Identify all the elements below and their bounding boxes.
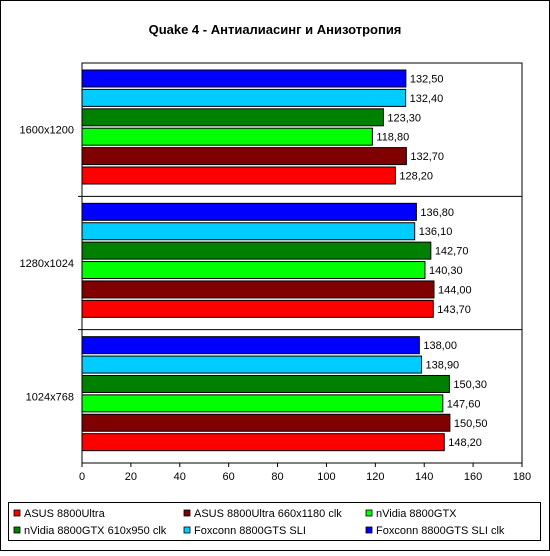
chart-title: Quake 4 - Антиалиасинг и Анизотропия — [149, 22, 402, 37]
bar — [81, 147, 407, 166]
value-label: 136,10 — [419, 226, 453, 238]
x-tick-label: 120 — [366, 471, 384, 483]
value-label: 150,30 — [453, 379, 487, 391]
legend-swatch — [183, 509, 191, 517]
legend-swatch — [183, 526, 191, 534]
bar — [81, 394, 444, 413]
x-tick-label: 40 — [174, 471, 186, 483]
x-tick-label: 60 — [223, 471, 235, 483]
legend-label: ASUS 8800Ultra 660x1180 clk — [194, 508, 342, 520]
x-tick-label: 20 — [125, 471, 137, 483]
category-label: 1280x1024 — [20, 258, 74, 270]
bar — [81, 222, 416, 241]
value-label: 136,80 — [420, 207, 454, 219]
value-label: 148,20 — [448, 437, 482, 449]
value-label: 132,50 — [410, 74, 444, 86]
category-separators — [78, 195, 522, 331]
value-label: 118,80 — [376, 132, 409, 144]
legend-box — [8, 502, 541, 541]
value-label: 150,50 — [454, 418, 488, 430]
bar — [81, 69, 407, 88]
legend-label: nVidia 8800GTX 610x950 clk — [24, 525, 167, 537]
value-label: 142,70 — [435, 246, 469, 258]
bar — [81, 166, 396, 185]
bar — [81, 108, 384, 127]
x-tick-label: 80 — [271, 471, 283, 483]
bars-group — [81, 69, 451, 452]
bar — [81, 241, 432, 260]
bar — [81, 355, 423, 374]
x-tick-label: 100 — [317, 471, 335, 483]
x-tick-label: 160 — [464, 471, 482, 483]
legend-swatch — [13, 526, 21, 534]
value-label: 138,00 — [423, 340, 457, 352]
legend-label: Foxconn 8800GTS SLI clk — [376, 525, 505, 537]
bar — [81, 202, 417, 221]
legend-label: nVidia 8800GTX — [376, 508, 457, 520]
legend-swatch — [365, 526, 373, 534]
bar — [81, 374, 450, 393]
bar — [81, 299, 434, 318]
bar — [81, 336, 420, 355]
category-label: 1024x768 — [26, 391, 74, 403]
value-label: 140,30 — [429, 265, 463, 277]
x-tick-label: 180 — [513, 471, 531, 483]
value-label: 123,30 — [387, 112, 421, 124]
value-label: 138,90 — [426, 360, 460, 372]
bar — [81, 261, 426, 280]
bar — [81, 88, 407, 107]
value-label: 147,60 — [447, 398, 481, 410]
x-tick-label: 140 — [415, 471, 433, 483]
legend-label: Foxconn 8800GTS SLI — [194, 525, 306, 537]
legend-label: ASUS 8800Ultra — [24, 508, 106, 520]
value-label: 128,20 — [399, 171, 433, 183]
bar — [81, 433, 445, 452]
value-label: 132,70 — [410, 151, 444, 163]
x-axis: 0 20 40 60 80 100 120 140 160 180 — [79, 463, 531, 483]
value-label: 132,40 — [410, 93, 444, 105]
x-tick-label: 0 — [79, 471, 85, 483]
legend: ASUS 8800Ultra ASUS 8800Ultra 660x1180 cl… — [13, 508, 505, 537]
legend-swatch — [365, 509, 373, 517]
category-label: 1600x1200 — [20, 125, 74, 137]
bar — [81, 127, 373, 146]
bar — [81, 280, 435, 299]
value-label: 143,70 — [437, 304, 471, 316]
category-labels-group: 1600x1200 1280x1024 1024x768 — [20, 125, 74, 404]
legend-swatch — [13, 509, 21, 517]
value-label: 144,00 — [438, 284, 472, 296]
bar — [81, 413, 451, 432]
